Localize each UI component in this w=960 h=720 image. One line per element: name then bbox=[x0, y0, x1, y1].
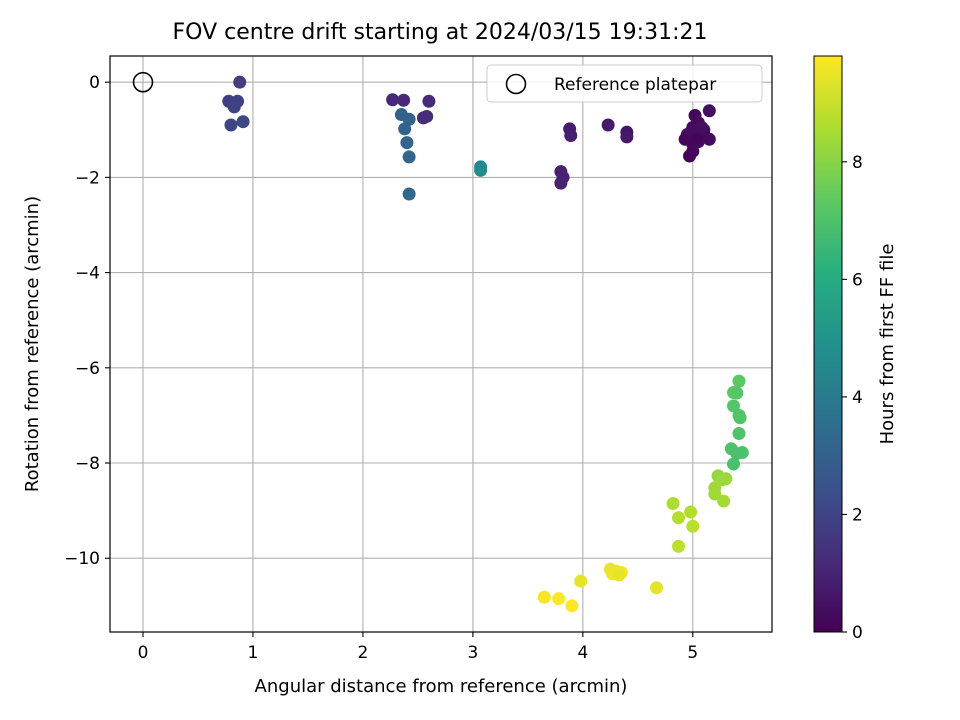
data-point bbox=[727, 457, 741, 471]
x-tick-label: 3 bbox=[467, 643, 478, 663]
data-point bbox=[420, 109, 434, 123]
data-point bbox=[730, 386, 744, 400]
y-tick-label: −8 bbox=[75, 454, 100, 474]
x-tick-label: 1 bbox=[248, 643, 259, 663]
data-point bbox=[672, 511, 686, 525]
data-point bbox=[666, 496, 680, 510]
data-point bbox=[727, 399, 741, 413]
x-tick-label: 4 bbox=[577, 643, 588, 663]
data-point bbox=[732, 426, 746, 440]
y-tick-label: −2 bbox=[75, 168, 100, 188]
data-point bbox=[565, 599, 579, 613]
grid-lines bbox=[110, 56, 772, 632]
data-point bbox=[386, 93, 400, 107]
data-point bbox=[695, 120, 709, 134]
data-point bbox=[716, 473, 730, 487]
data-point bbox=[612, 568, 626, 582]
colorbar-tick-label: 2 bbox=[852, 505, 863, 525]
data-point bbox=[422, 94, 436, 108]
y-tick-label: 0 bbox=[89, 73, 100, 93]
colorbar-ticks: 0 2 4 6 8 bbox=[842, 153, 863, 643]
data-point bbox=[684, 505, 698, 519]
y-tick-label: −6 bbox=[75, 359, 100, 379]
data-point bbox=[732, 374, 746, 388]
y-tick-label: −4 bbox=[75, 264, 100, 284]
data-point bbox=[236, 115, 250, 129]
data-point bbox=[233, 75, 247, 89]
data-point bbox=[402, 150, 416, 164]
data-point bbox=[552, 592, 566, 606]
data-point bbox=[650, 581, 664, 595]
data-point bbox=[397, 93, 411, 107]
legend-box bbox=[486, 64, 763, 103]
data-point bbox=[224, 118, 238, 132]
data-point bbox=[717, 494, 731, 508]
colorbar-tick-label: 6 bbox=[852, 270, 863, 290]
data-point bbox=[564, 128, 578, 142]
x-axis-ticks: 0 1 2 3 4 5 bbox=[138, 632, 698, 663]
legend-entry-reference-platepar: Reference platepar bbox=[554, 75, 716, 95]
chart-title: FOV centre drift starting at 2024/03/15 … bbox=[172, 20, 708, 45]
data-point bbox=[689, 132, 703, 146]
data-point bbox=[601, 118, 615, 132]
x-tick-label: 0 bbox=[138, 643, 149, 663]
data-point bbox=[474, 163, 488, 177]
axes-frame bbox=[109, 55, 773, 633]
colorbar bbox=[813, 55, 843, 633]
x-axis-label: Angular distance from reference (arcmin) bbox=[255, 676, 628, 697]
colorbar-tick-label: 8 bbox=[852, 153, 863, 173]
legend-marker-icon bbox=[505, 73, 527, 95]
data-point bbox=[672, 539, 686, 553]
x-tick-label: 2 bbox=[358, 643, 369, 663]
data-point bbox=[400, 136, 414, 150]
data-points bbox=[222, 75, 749, 613]
y-axis-ticks: 0 −2 −4 −6 −8 −10 bbox=[64, 73, 110, 569]
colorbar-tick-label: 4 bbox=[852, 388, 863, 408]
data-point bbox=[398, 122, 412, 136]
data-point bbox=[686, 519, 700, 533]
data-point bbox=[686, 144, 700, 158]
data-point bbox=[227, 100, 241, 114]
reference-platepar-marker bbox=[132, 71, 154, 93]
data-point bbox=[537, 590, 551, 604]
data-point bbox=[730, 446, 744, 460]
data-point bbox=[554, 176, 568, 190]
data-point bbox=[620, 130, 634, 144]
x-tick-label: 5 bbox=[687, 643, 698, 663]
data-point bbox=[402, 187, 416, 201]
y-axis-label: Rotation from reference (arcmin) bbox=[22, 196, 43, 492]
legend: Reference platepar bbox=[486, 64, 763, 103]
data-point bbox=[708, 487, 722, 501]
data-point bbox=[574, 574, 588, 588]
colorbar-tick-label: 0 bbox=[852, 623, 863, 643]
colorbar-label: Hours from first FF file bbox=[877, 244, 898, 445]
data-point bbox=[702, 104, 716, 118]
data-point bbox=[733, 411, 747, 425]
y-tick-label: −10 bbox=[64, 549, 100, 569]
